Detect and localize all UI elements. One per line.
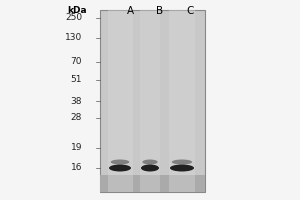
- Text: 250: 250: [65, 14, 82, 22]
- Ellipse shape: [111, 160, 129, 164]
- Bar: [169, 10, 195, 192]
- Text: B: B: [156, 6, 164, 16]
- Ellipse shape: [141, 164, 159, 171]
- Text: 28: 28: [70, 114, 82, 122]
- Ellipse shape: [109, 164, 131, 171]
- Text: 19: 19: [70, 144, 82, 152]
- Bar: [100, 10, 205, 192]
- Text: 130: 130: [65, 33, 82, 43]
- Ellipse shape: [172, 160, 192, 164]
- Text: 38: 38: [70, 97, 82, 106]
- Ellipse shape: [170, 164, 194, 171]
- Text: 51: 51: [70, 75, 82, 84]
- Text: 16: 16: [70, 164, 82, 172]
- Text: 70: 70: [70, 58, 82, 66]
- Text: C: C: [186, 6, 194, 16]
- Bar: [140, 10, 160, 192]
- Bar: [107, 10, 133, 192]
- Text: A: A: [126, 6, 134, 16]
- Bar: [100, 175, 205, 192]
- Ellipse shape: [142, 160, 158, 164]
- Text: kDa: kDa: [68, 6, 87, 15]
